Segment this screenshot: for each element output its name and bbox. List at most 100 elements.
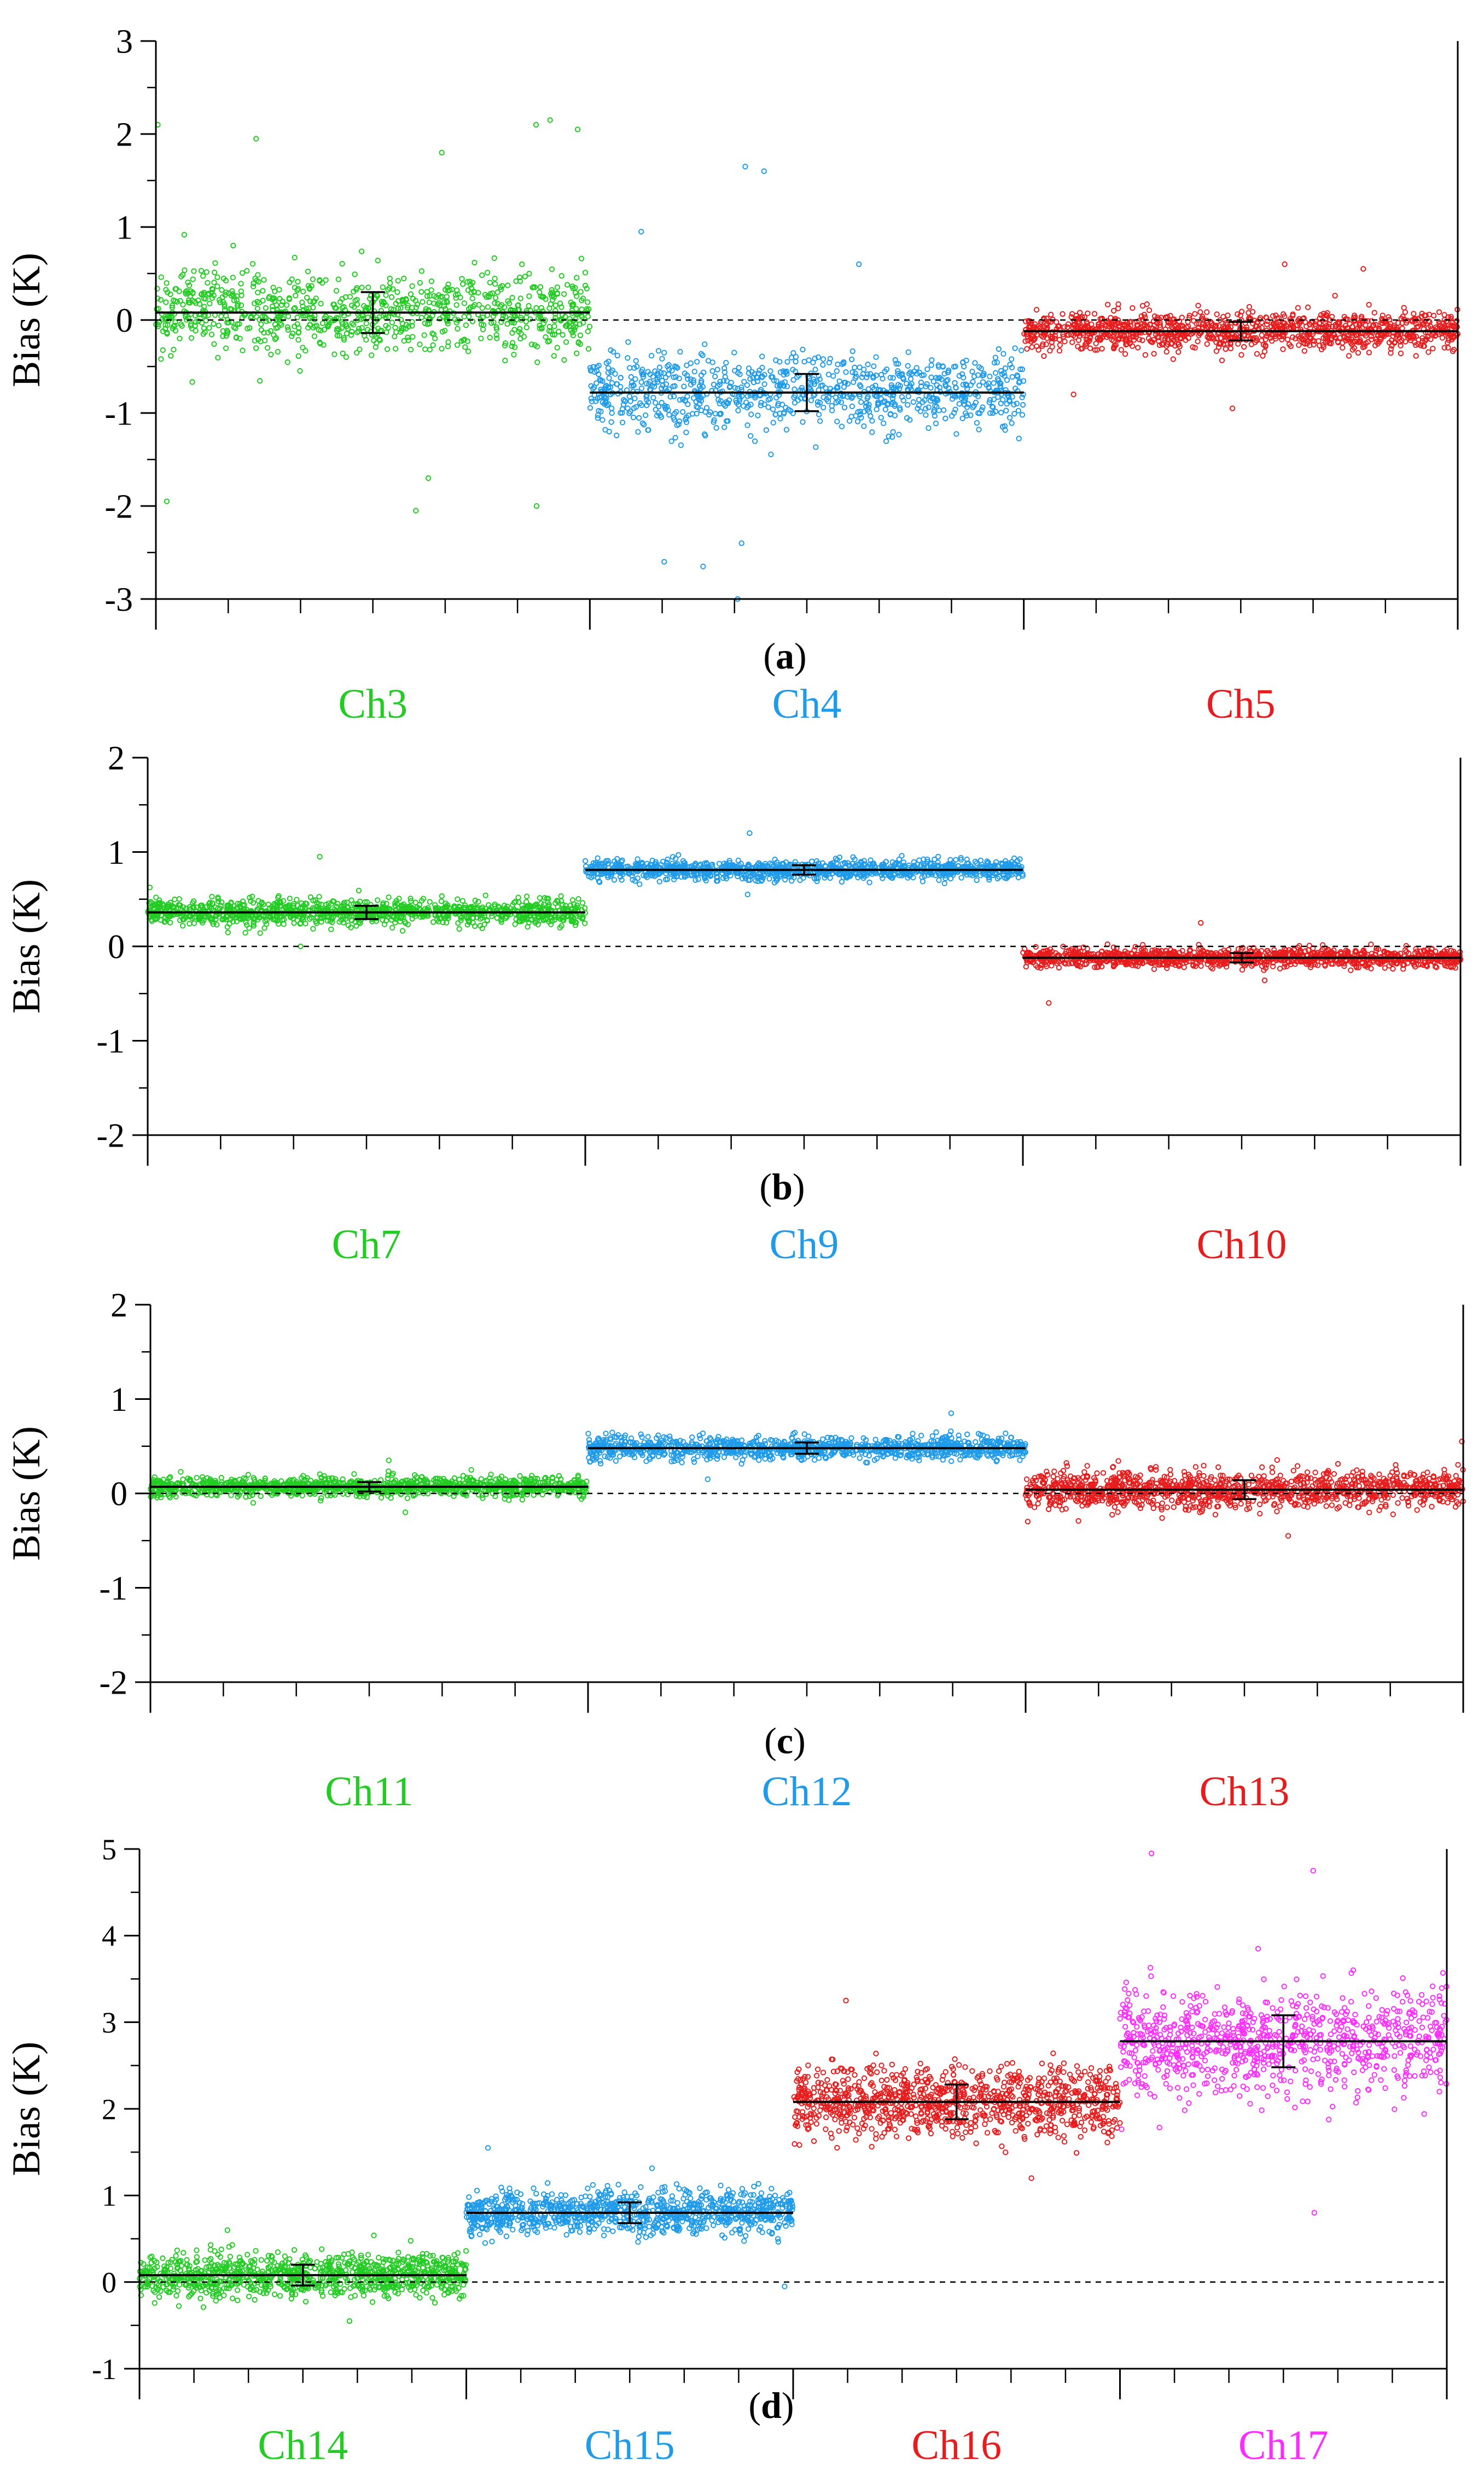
data-point (1006, 415, 1013, 421)
data-point (430, 342, 436, 348)
data-point (359, 248, 365, 254)
data-point (964, 386, 970, 392)
outlier-point (413, 508, 419, 514)
data-point (784, 359, 790, 365)
data-point (217, 299, 223, 305)
data-point (168, 353, 174, 359)
data-point (813, 444, 819, 450)
data-point (512, 344, 518, 350)
data-point (237, 335, 243, 341)
data-point (1144, 301, 1150, 307)
outlier-point (638, 229, 644, 235)
data-point (1135, 345, 1141, 351)
data-point (721, 424, 728, 431)
data-point (465, 348, 472, 354)
data-point (250, 283, 257, 289)
data-point (993, 370, 999, 376)
data-point (405, 337, 411, 344)
data-point (523, 318, 529, 325)
data-point (287, 896, 293, 902)
data-point (203, 269, 209, 275)
data-point (659, 399, 665, 406)
outlier-point (700, 563, 706, 569)
data-point (1019, 394, 1025, 400)
data-point (790, 350, 796, 356)
data-point (1069, 311, 1075, 317)
data-point (1254, 351, 1260, 357)
data-point (635, 429, 641, 435)
data-point (527, 316, 533, 322)
category-label-Ch4: Ch4 (772, 681, 842, 727)
data-point (208, 332, 215, 338)
data-point (189, 379, 195, 385)
data-point (866, 879, 872, 886)
data-point (253, 345, 259, 351)
data-point (678, 442, 684, 448)
data-point (865, 361, 871, 368)
data-point (1019, 347, 1025, 353)
data-point (295, 337, 301, 343)
data-point (941, 880, 947, 887)
data-point (289, 333, 295, 339)
data-point (273, 325, 279, 331)
data-point (666, 371, 672, 377)
data-point (905, 349, 911, 355)
data-point (181, 231, 188, 238)
data-point (924, 366, 930, 373)
data-point (976, 427, 982, 433)
data-point (956, 401, 962, 407)
data-point (190, 276, 196, 282)
data-point (191, 920, 197, 926)
data-point (509, 340, 516, 346)
data-point (578, 255, 585, 261)
data-point (456, 926, 462, 932)
data-point (1019, 412, 1026, 418)
data-point (219, 287, 225, 293)
data-point (369, 352, 375, 358)
outlier-point (661, 559, 667, 565)
data-point (806, 357, 812, 363)
data-point (1411, 311, 1417, 317)
data-point (178, 321, 184, 327)
data-point (1332, 293, 1338, 299)
data-point (375, 258, 381, 264)
data-point (627, 365, 633, 371)
data-point (365, 315, 371, 321)
data-point (609, 410, 615, 416)
outlier-point (738, 540, 744, 546)
data-point (585, 299, 591, 305)
y-tick-label: 2 (116, 117, 133, 154)
outlier-point (1360, 266, 1366, 272)
data-point (1000, 351, 1006, 357)
data-point (606, 375, 612, 381)
data-point (401, 275, 407, 282)
data-point (558, 893, 564, 899)
data-point (550, 332, 556, 338)
data-point (502, 342, 508, 348)
data-point (929, 357, 935, 363)
data-point (479, 305, 485, 311)
outlier-point (1229, 405, 1236, 411)
data-point (1048, 311, 1054, 318)
data-point (1371, 310, 1377, 316)
data-point (246, 925, 252, 931)
data-point (408, 291, 414, 297)
data-point (261, 277, 267, 283)
category-label-Ch5: Ch5 (1206, 681, 1276, 727)
data-point (1264, 321, 1270, 328)
data-point (672, 434, 678, 441)
data-point (533, 305, 539, 311)
outlier-point (547, 117, 553, 123)
data-point (453, 302, 459, 308)
data-point (193, 328, 199, 334)
data-point (564, 282, 571, 288)
data-point (800, 346, 806, 353)
data-point (1346, 353, 1352, 359)
data-point (504, 321, 510, 327)
data-point (913, 365, 920, 371)
data-point (387, 280, 393, 286)
data-point (177, 335, 183, 341)
data-point (1163, 348, 1170, 355)
panel-caption: (a) (763, 635, 806, 677)
